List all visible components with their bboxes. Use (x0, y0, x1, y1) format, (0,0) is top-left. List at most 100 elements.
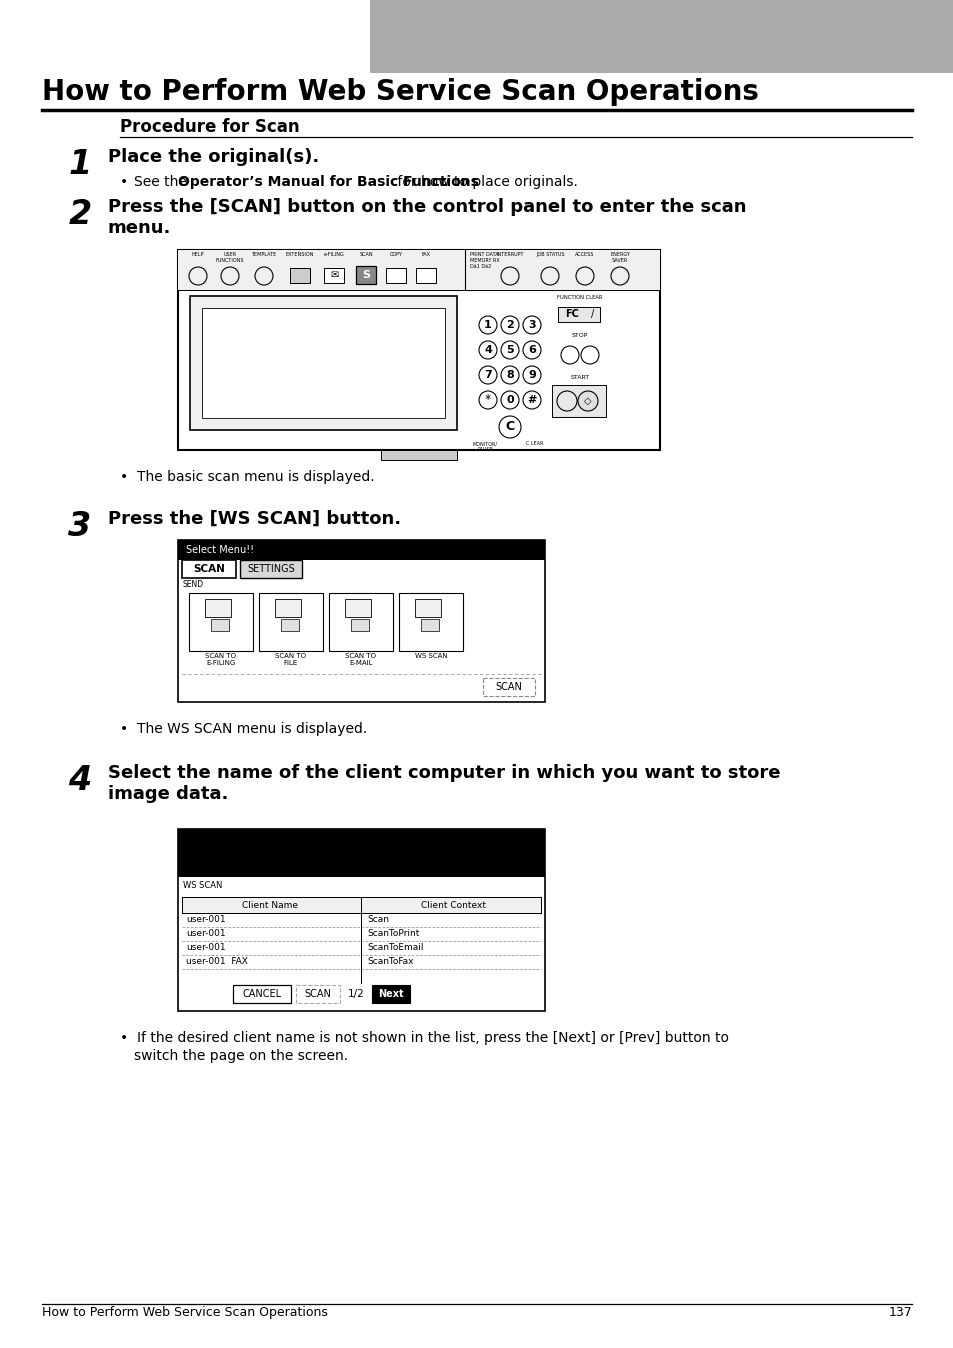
Text: START: START (570, 375, 589, 380)
Text: 2: 2 (69, 198, 91, 231)
Text: SCAN TO
FILE: SCAN TO FILE (275, 652, 306, 666)
Text: #: # (527, 395, 537, 404)
Text: 137: 137 (887, 1306, 911, 1318)
Text: Select the name of the client computer in which you want to store
image data.: Select the name of the client computer i… (108, 764, 780, 803)
Bar (178, 249, 659, 290)
Bar (274, 599, 301, 617)
Text: 2: 2 (506, 319, 514, 330)
Bar (552, 386, 605, 417)
Text: SCAN TO
E-FILING: SCAN TO E-FILING (205, 652, 236, 666)
Text: How to Perform Web Service Scan Operations: How to Perform Web Service Scan Operatio… (42, 1306, 328, 1318)
Text: Select Menu!!: Select Menu!! (186, 545, 253, 555)
Text: S: S (361, 270, 370, 280)
Text: ScanToFax: ScanToFax (367, 957, 414, 967)
Text: Client Name: Client Name (241, 900, 297, 910)
Text: ENERGY
SAVER: ENERGY SAVER (609, 252, 629, 263)
Text: SETTINGS: SETTINGS (247, 563, 294, 574)
Bar (233, 985, 291, 1003)
Text: Operator’s Manual for Basic Functions: Operator’s Manual for Basic Functions (178, 175, 478, 189)
Text: How to Perform Web Service Scan Operations: How to Perform Web Service Scan Operatio… (42, 78, 758, 106)
Bar (386, 268, 406, 283)
Bar (355, 266, 375, 284)
Text: SCAN TO
E-MAIL: SCAN TO E-MAIL (345, 652, 376, 666)
Bar (370, 0, 953, 73)
Text: e-FILING: e-FILING (323, 252, 344, 257)
Bar (420, 619, 438, 631)
Text: •: • (120, 175, 128, 189)
Text: ScanToEmail: ScanToEmail (367, 944, 423, 953)
Text: 1: 1 (483, 319, 492, 330)
Text: 7: 7 (483, 369, 492, 380)
Text: 4: 4 (483, 345, 492, 355)
Text: HELP: HELP (192, 252, 204, 257)
Text: TEMPLATE: TEMPLATE (251, 252, 276, 257)
Text: USER
FUNCTIONS: USER FUNCTIONS (215, 252, 244, 263)
Bar (178, 829, 544, 878)
Bar (351, 619, 369, 631)
Text: ACCESS: ACCESS (575, 252, 594, 257)
Text: Scan: Scan (367, 915, 389, 925)
Text: 3: 3 (69, 510, 91, 543)
Bar (178, 249, 659, 450)
Bar (258, 593, 323, 651)
Text: C LEAR: C LEAR (526, 441, 543, 446)
Text: ◇: ◇ (583, 396, 591, 406)
Bar (189, 593, 253, 651)
Circle shape (578, 391, 598, 411)
Text: Procedure for Scan: Procedure for Scan (120, 119, 299, 136)
Text: ✉: ✉ (330, 270, 337, 280)
Text: WS SCAN: WS SCAN (183, 882, 222, 890)
Text: ScanToPrint: ScanToPrint (367, 930, 419, 938)
Text: 1: 1 (69, 148, 91, 181)
Text: 4: 4 (69, 764, 91, 797)
Text: user-001: user-001 (186, 944, 226, 953)
Bar (240, 559, 302, 578)
Bar (178, 829, 544, 1011)
Text: STOP: STOP (571, 333, 588, 338)
Text: user-001: user-001 (186, 915, 226, 925)
Bar (211, 619, 229, 631)
Bar (329, 593, 393, 651)
Text: Press the [WS SCAN] button.: Press the [WS SCAN] button. (108, 510, 400, 528)
Bar (372, 985, 410, 1003)
Bar (482, 678, 535, 696)
Bar (190, 297, 456, 430)
Text: SEND: SEND (183, 580, 204, 589)
Text: 3: 3 (528, 319, 536, 330)
Bar (178, 541, 544, 559)
Text: switch the page on the screen.: switch the page on the screen. (133, 1049, 348, 1064)
Text: user-001  FAX: user-001 FAX (186, 957, 248, 967)
Text: Place the original(s).: Place the original(s). (108, 148, 319, 166)
Bar (558, 307, 599, 322)
Text: 1/2: 1/2 (348, 989, 364, 999)
Bar (398, 593, 462, 651)
Bar (416, 268, 436, 283)
Text: FAX: FAX (421, 252, 430, 257)
Text: SCAN: SCAN (359, 252, 373, 257)
Text: CANCEL: CANCEL (242, 989, 281, 999)
Bar (380, 450, 456, 460)
Text: •  The basic scan menu is displayed.: • The basic scan menu is displayed. (120, 470, 375, 484)
Text: SCAN: SCAN (495, 682, 522, 692)
Text: INTERRUPT: INTERRUPT (496, 252, 523, 257)
Text: 9: 9 (528, 369, 536, 380)
Bar (295, 985, 339, 1003)
Bar (202, 307, 444, 418)
Text: MONITOR/
PAUSE: MONITOR/ PAUSE (472, 441, 497, 452)
Bar (324, 268, 344, 283)
Text: user-001: user-001 (186, 930, 226, 938)
Text: Client Context: Client Context (420, 900, 485, 910)
Text: 5: 5 (506, 345, 514, 355)
Text: FC: FC (564, 309, 578, 319)
Text: Next: Next (377, 989, 403, 999)
Text: See the: See the (133, 175, 191, 189)
Text: EXTENSION: EXTENSION (286, 252, 314, 257)
Text: SCAN: SCAN (304, 989, 331, 999)
Text: PRINT DATA
MEMORY RX
Dä1 Dä2: PRINT DATA MEMORY RX Dä1 Dä2 (470, 252, 499, 268)
Text: Press the [SCAN] button on the control panel to enter the scan
menu.: Press the [SCAN] button on the control p… (108, 198, 745, 237)
Bar (290, 268, 310, 283)
Text: •  If the desired client name is not shown in the list, press the [Next] or [Pre: • If the desired client name is not show… (120, 1031, 728, 1045)
Text: FUNCTION CLEAR: FUNCTION CLEAR (557, 295, 602, 301)
Text: *: * (484, 394, 491, 407)
Text: SCAN: SCAN (193, 563, 225, 574)
